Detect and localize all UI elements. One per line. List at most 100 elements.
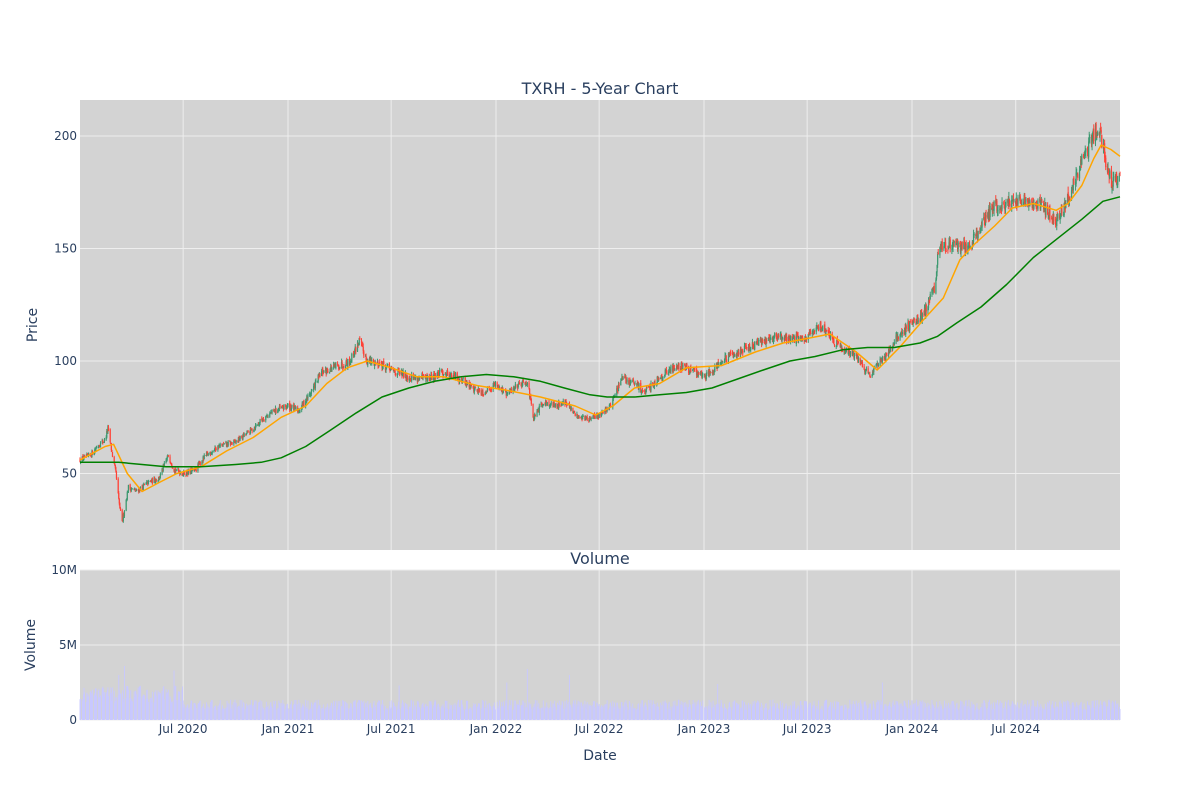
candle-body (464, 377, 466, 385)
candle-body (222, 443, 224, 447)
candle-body (887, 355, 889, 357)
candle-body (602, 412, 604, 414)
candle-body (163, 463, 165, 466)
candle-body (421, 374, 424, 378)
candle-body (257, 424, 259, 426)
candle-body (83, 455, 86, 457)
candle-body (454, 373, 457, 379)
candle-body (485, 393, 487, 395)
candle-body (1049, 206, 1051, 221)
candle-body (294, 405, 296, 407)
candle-body (191, 469, 193, 472)
candle-body (980, 225, 982, 231)
candle-body (1084, 150, 1086, 156)
candle-body (948, 242, 950, 248)
candle-body (413, 377, 415, 379)
candle-body (354, 350, 356, 355)
candle-body (797, 336, 800, 341)
candle-body (336, 363, 339, 365)
candle-body (879, 359, 881, 366)
candle-body (496, 382, 498, 387)
candle-body (963, 240, 966, 245)
candle-body (616, 388, 618, 396)
candle-body (171, 463, 173, 466)
candle-body (821, 328, 824, 331)
candle-body (824, 324, 826, 332)
candle-body (119, 503, 121, 509)
candle-body (940, 244, 942, 249)
candle-body (741, 349, 743, 351)
candle-body (177, 468, 180, 471)
candle-body (560, 404, 562, 407)
candle-body (318, 376, 320, 377)
candle-body (913, 318, 915, 321)
candle-body (441, 370, 443, 372)
candle-body (865, 369, 867, 372)
candle-body (754, 341, 756, 350)
candle-body (310, 390, 312, 394)
candle-body (173, 468, 175, 472)
candle-body (476, 389, 478, 392)
candle-body (570, 407, 572, 410)
candle-body (349, 362, 351, 364)
candle-body (258, 422, 261, 425)
candle-body (774, 333, 776, 337)
candle-body (267, 416, 269, 418)
candle-body (598, 413, 600, 419)
candle-body (254, 424, 257, 429)
moving-average-line-1 (79, 144, 1121, 493)
candle-body (794, 336, 796, 343)
candle-body (853, 352, 855, 358)
candle-body (820, 321, 822, 330)
candle-body (1093, 128, 1095, 141)
candle-body (286, 404, 289, 407)
candle-body (233, 440, 235, 444)
candle-body (99, 442, 102, 448)
axis-ticks: 50 100 150 200 0 5M 10M Jul 2020 Jan 2021 Jul 202… (51, 129, 1040, 736)
candle-body (269, 413, 271, 414)
candle-body (94, 449, 96, 453)
candle-body (376, 361, 379, 363)
candle-body (155, 479, 157, 483)
candle-body (448, 373, 450, 378)
candle-body (485, 392, 487, 394)
candle-body (688, 367, 690, 373)
candle-body (544, 401, 547, 405)
candle-body (985, 215, 987, 218)
candle-body (885, 353, 887, 356)
candle-body (868, 373, 870, 374)
candle-body (359, 337, 361, 340)
candle-body (358, 337, 360, 345)
candle-body (166, 459, 168, 462)
candle-body (445, 374, 448, 377)
candle-body (746, 347, 748, 349)
candle-body (353, 355, 355, 357)
candle-body (229, 440, 231, 442)
candle-body (947, 250, 949, 251)
candle-body (465, 382, 467, 387)
candle-body (382, 362, 384, 367)
candle-body (705, 375, 707, 380)
candle-body (738, 352, 740, 355)
candle-body (729, 353, 731, 355)
candle-body (106, 430, 108, 438)
candle-body (769, 339, 771, 343)
x-tick-label: Jan 2022 (469, 722, 523, 736)
candle-body (419, 377, 421, 379)
candle-body (1001, 202, 1003, 210)
candle-body (130, 489, 132, 491)
candle-body (936, 265, 938, 273)
candle-body (744, 346, 746, 347)
candle-body (517, 384, 519, 388)
candle-body (82, 459, 85, 461)
candle-body (281, 406, 283, 407)
candle-body (773, 335, 775, 339)
candle-body (1016, 204, 1019, 205)
candle-body (403, 371, 405, 378)
candle-body (795, 334, 797, 344)
candle-body (1035, 202, 1037, 204)
candle-body (322, 368, 324, 374)
candle-body (1016, 198, 1018, 206)
candle-body (526, 382, 528, 386)
candle-body (664, 369, 666, 376)
